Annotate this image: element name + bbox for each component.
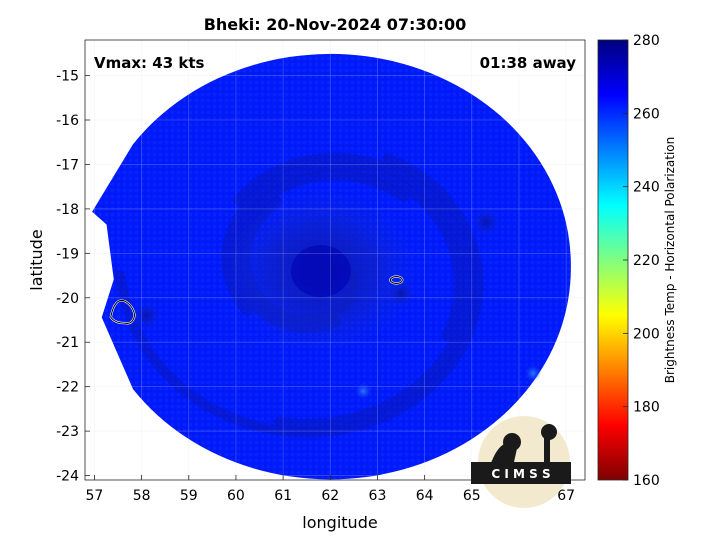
x-tick-label: 61 bbox=[274, 488, 292, 504]
warm-spot bbox=[355, 383, 372, 400]
y-tick-label: -20 bbox=[56, 291, 79, 307]
x-tick-label: 58 bbox=[133, 488, 151, 504]
contour-line bbox=[389, 276, 403, 284]
spiral-band bbox=[115, 153, 484, 438]
x-tick-label: 67 bbox=[557, 488, 575, 504]
y-tick-label: -16 bbox=[56, 113, 79, 129]
logo-text: C I M S S bbox=[491, 467, 550, 481]
y-tick-label: -21 bbox=[56, 335, 79, 351]
cold-spot bbox=[471, 208, 500, 237]
y-tick-label: -19 bbox=[56, 246, 79, 262]
x-axis-label: longitude bbox=[302, 513, 377, 532]
storm-eye bbox=[290, 245, 351, 298]
colorbar-tick-label: 220 bbox=[633, 253, 660, 269]
chart-title: Bheki: 20-Nov-2024 07:30:00 bbox=[204, 15, 467, 34]
x-tick-label: 60 bbox=[227, 488, 245, 504]
colorbar-tick-label: 160 bbox=[633, 473, 660, 489]
x-tick-label: 65 bbox=[463, 488, 481, 504]
colorbar-tick-label: 200 bbox=[633, 326, 660, 342]
spiral-band bbox=[233, 152, 474, 430]
contours bbox=[109, 275, 404, 325]
plot-frame bbox=[84, 39, 586, 481]
spiral-band bbox=[221, 161, 465, 341]
x-tick-label: 64 bbox=[416, 488, 434, 504]
vmax-annotation: Vmax: 43 kts bbox=[94, 54, 204, 72]
y-tick-label: -24 bbox=[56, 469, 79, 485]
colorbar-tick-label: 280 bbox=[633, 33, 660, 49]
y-axis-label: latitude bbox=[27, 229, 46, 290]
contour-line bbox=[110, 299, 136, 324]
cold-spot bbox=[132, 301, 161, 330]
y-tick-label: -15 bbox=[56, 69, 79, 85]
x-tick-label: 57 bbox=[86, 488, 104, 504]
x-tick-label: 62 bbox=[321, 488, 339, 504]
x-tick-label: 63 bbox=[369, 488, 387, 504]
y-tick-label: -22 bbox=[56, 380, 79, 396]
y-tick-label: -17 bbox=[56, 157, 79, 173]
logo-dome bbox=[503, 433, 521, 451]
y-tick-label: -23 bbox=[56, 424, 79, 440]
cold-spot bbox=[387, 279, 416, 308]
warm-spot bbox=[525, 365, 542, 382]
time-away-annotation: 01:38 away bbox=[480, 54, 577, 72]
colorbar-tick-label: 180 bbox=[633, 400, 660, 416]
logo-banner bbox=[471, 462, 571, 484]
logo-tower bbox=[544, 436, 550, 466]
colorbar-tick-label: 260 bbox=[633, 106, 660, 122]
logo-tower-top bbox=[541, 424, 557, 440]
y-tick-label: -18 bbox=[56, 202, 79, 218]
colorbar-label: Brightness Temp - Horizontal Polarizatio… bbox=[663, 137, 677, 384]
colorbar-tick-label: 240 bbox=[633, 180, 660, 196]
x-tick-label: 59 bbox=[180, 488, 198, 504]
